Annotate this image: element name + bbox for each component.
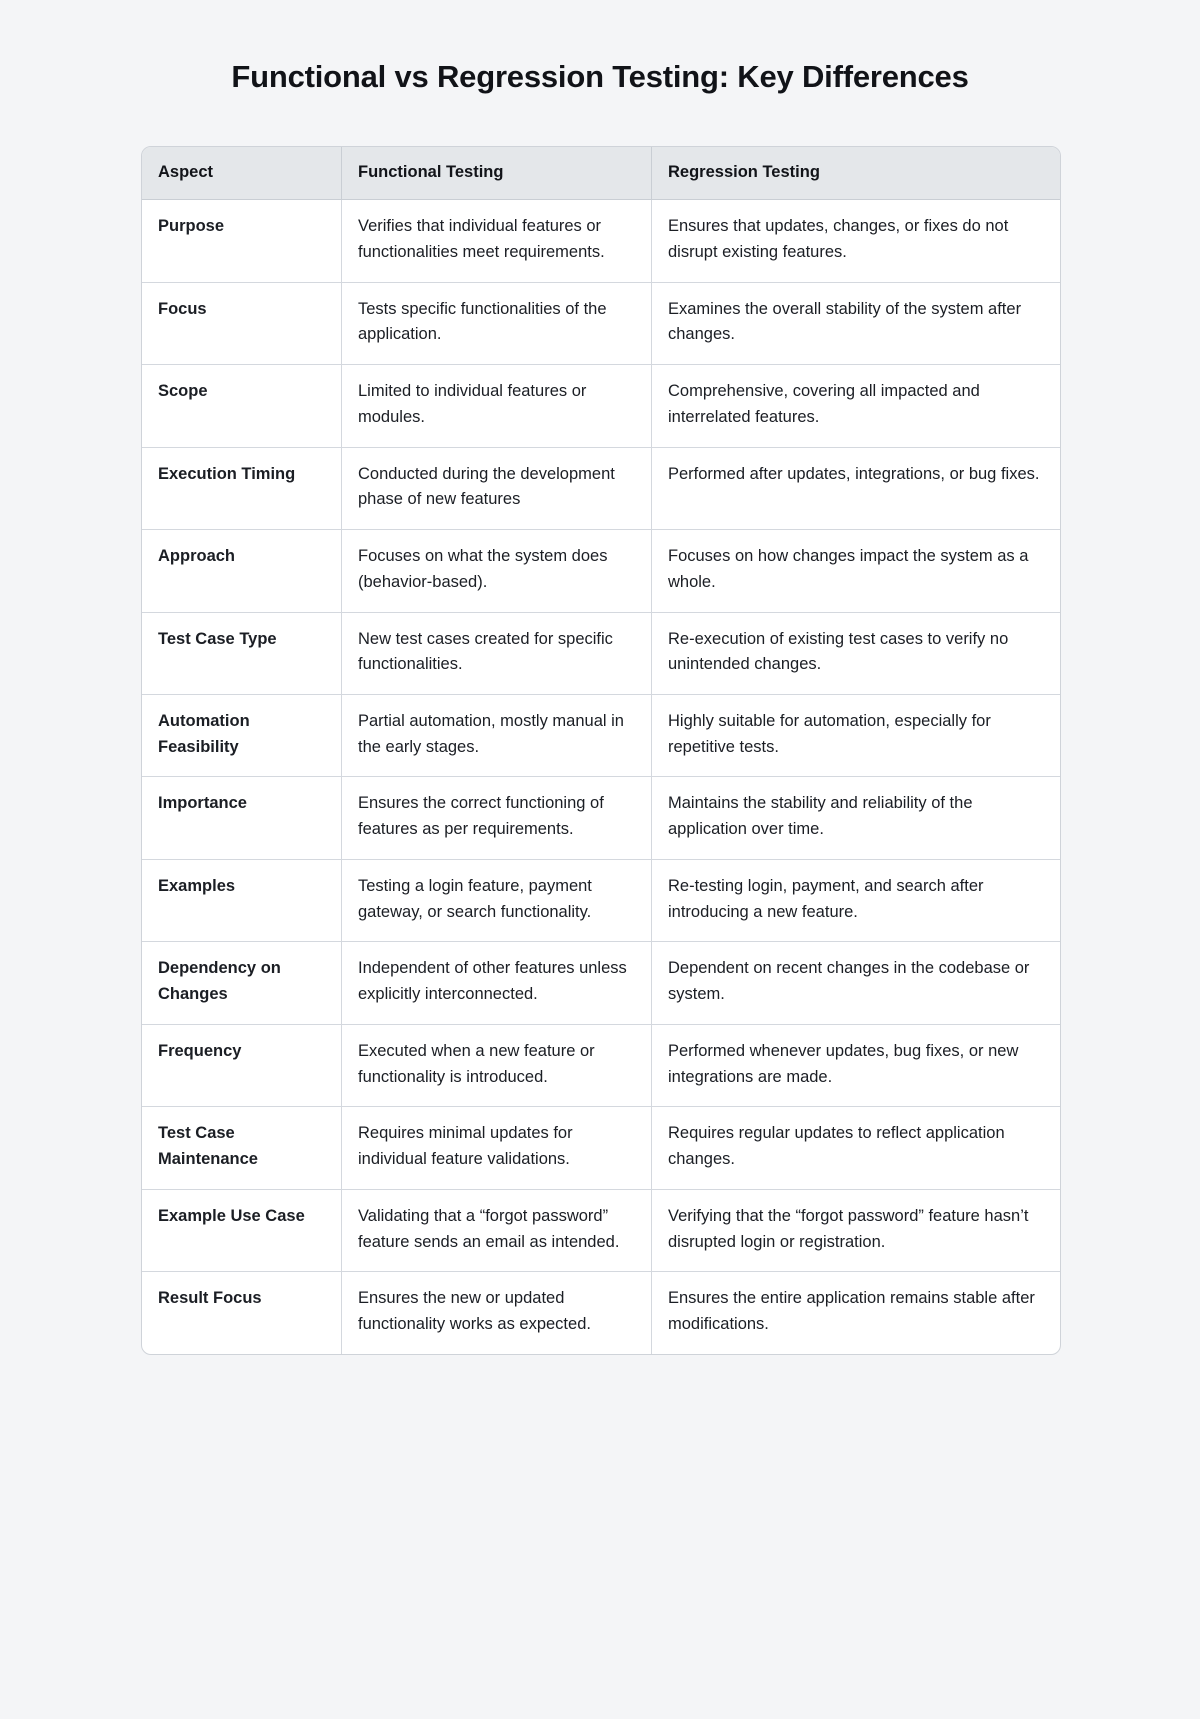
table-row: Purpose Verifies that individual features… [142, 200, 1060, 283]
cell-functional-testing: Validating that a “forgot password” feat… [342, 1189, 652, 1273]
cell-aspect: Purpose [142, 200, 342, 283]
table-row: Automation Feasibility Partial automation… [142, 695, 1060, 778]
table-row: Dependency on Changes Independent of othe… [142, 942, 1060, 1025]
cell-functional-testing: Testing a login feature, payment gateway… [342, 859, 652, 943]
column-header-regression-testing: Regression Testing [652, 146, 1060, 201]
cell-regression-testing: Verifying that the “forgot password” fea… [652, 1190, 1060, 1273]
column-header-aspect: Aspect [142, 146, 342, 201]
table-row: Execution Timing Conducted during the dev… [142, 447, 1060, 531]
cell-aspect: Scope [142, 365, 342, 448]
cell-regression-testing: Performed whenever updates, bug fixes, o… [652, 1025, 1060, 1108]
table-row: Test Case Maintenance Requires minimal up… [142, 1107, 1060, 1190]
cell-functional-testing: Requires minimal updates for individual … [342, 1107, 652, 1190]
cell-functional-testing: Ensures the correct functioning of featu… [342, 777, 652, 860]
table-row: Test Case Type New test cases created for… [142, 612, 1060, 695]
table-row: Example Use Case Validating that a “forgo… [142, 1189, 1060, 1273]
table-row: Approach Focuses on what the system does … [142, 530, 1060, 613]
cell-regression-testing: Focuses on how changes impact the system… [652, 530, 1060, 613]
cell-aspect: Dependency on Changes [142, 942, 342, 1025]
table-row: Focus Tests specific functionalities of t… [142, 282, 1060, 366]
cell-regression-testing: Performed after updates, integrations, o… [652, 448, 1060, 531]
cell-regression-testing: Ensures the entire application remains s… [668, 1289, 1035, 1334]
cell-functional-testing: Partial automation, mostly manual in the… [342, 695, 652, 778]
table-header: Aspect Functional Testing Regression Tes… [142, 146, 1060, 201]
cell-regression-testing: Re-execution of existing test cases to v… [652, 613, 1060, 695]
cell-functional-testing: Limited to individual features or module… [342, 365, 652, 448]
cell-functional-testing: Verifies that individual features or fun… [342, 200, 652, 283]
cell-aspect: Test Case Maintenance [142, 1107, 342, 1190]
cell-regression-testing: Ensures that updates, changes, or fixes … [652, 200, 1060, 283]
cell-regression-testing: Dependent on recent changes in the codeb… [652, 942, 1060, 1025]
cell-regression-testing: Requires regular updates to reflect appl… [652, 1107, 1060, 1190]
cell-regression-testing: Maintains the stability and reliability … [652, 777, 1060, 860]
cell-functional-testing: New test cases created for specific func… [342, 612, 652, 695]
cell-functional-testing: Executed when a new feature or functiona… [342, 1024, 652, 1108]
cell-aspect: Examples [142, 859, 342, 943]
cell-aspect: Example Use Case [142, 1189, 342, 1273]
cell-regression-testing: Re-testing login, payment, and search af… [652, 860, 1060, 943]
cell-aspect: Importance [142, 777, 342, 860]
table-row: Importance Ensures the correct functionin… [142, 777, 1060, 860]
table-header-row: Aspect Functional Testing Regression Tes… [142, 146, 1060, 201]
comparison-table: Aspect Functional Testing Regression Tes… [141, 145, 1061, 1355]
cell-functional-testing: Ensures the new or updated functionality… [342, 1272, 652, 1354]
cell-aspect: Result Focus [142, 1272, 342, 1354]
table-row: Examples Testing a login feature, payment… [142, 859, 1060, 943]
cell-regression-testing: Highly suitable for automation, especial… [652, 695, 1060, 778]
cell-aspect: Approach [142, 530, 342, 613]
cell-aspect: Test Case Type [142, 612, 342, 695]
comparison-table-container: Aspect Functional Testing Regression Tes… [141, 145, 1061, 1355]
cell-aspect: Frequency [142, 1024, 342, 1108]
cell-functional-testing: Tests specific functionalities of the ap… [342, 282, 652, 366]
table-row: Result Focus Ensures the new or updated f… [142, 1272, 1060, 1354]
cell-aspect: Execution Timing [142, 447, 342, 531]
cell-functional-testing: Independent of other features unless exp… [342, 942, 652, 1025]
column-header-functional-testing: Functional Testing [342, 146, 652, 201]
cell-regression-testing: Comprehensive, covering all impacted and… [652, 365, 1060, 448]
cell-functional-testing: Focuses on what the system does (behavio… [342, 530, 652, 613]
cell-aspect: Automation Feasibility [142, 695, 342, 778]
table-row: Scope Limited to individual features or m… [142, 365, 1060, 448]
cell-aspect: Focus [142, 282, 342, 366]
table-row: Frequency Executed when a new feature or … [142, 1024, 1060, 1108]
cell-functional-testing: Conducted during the development phase o… [342, 447, 652, 531]
table-body: Purpose Verifies that individual features… [142, 200, 1060, 1354]
cell-regression-testing: Examines the overall stability of the sy… [652, 283, 1060, 366]
page-title: Functional vs Regression Testing: Key Di… [231, 59, 969, 94]
